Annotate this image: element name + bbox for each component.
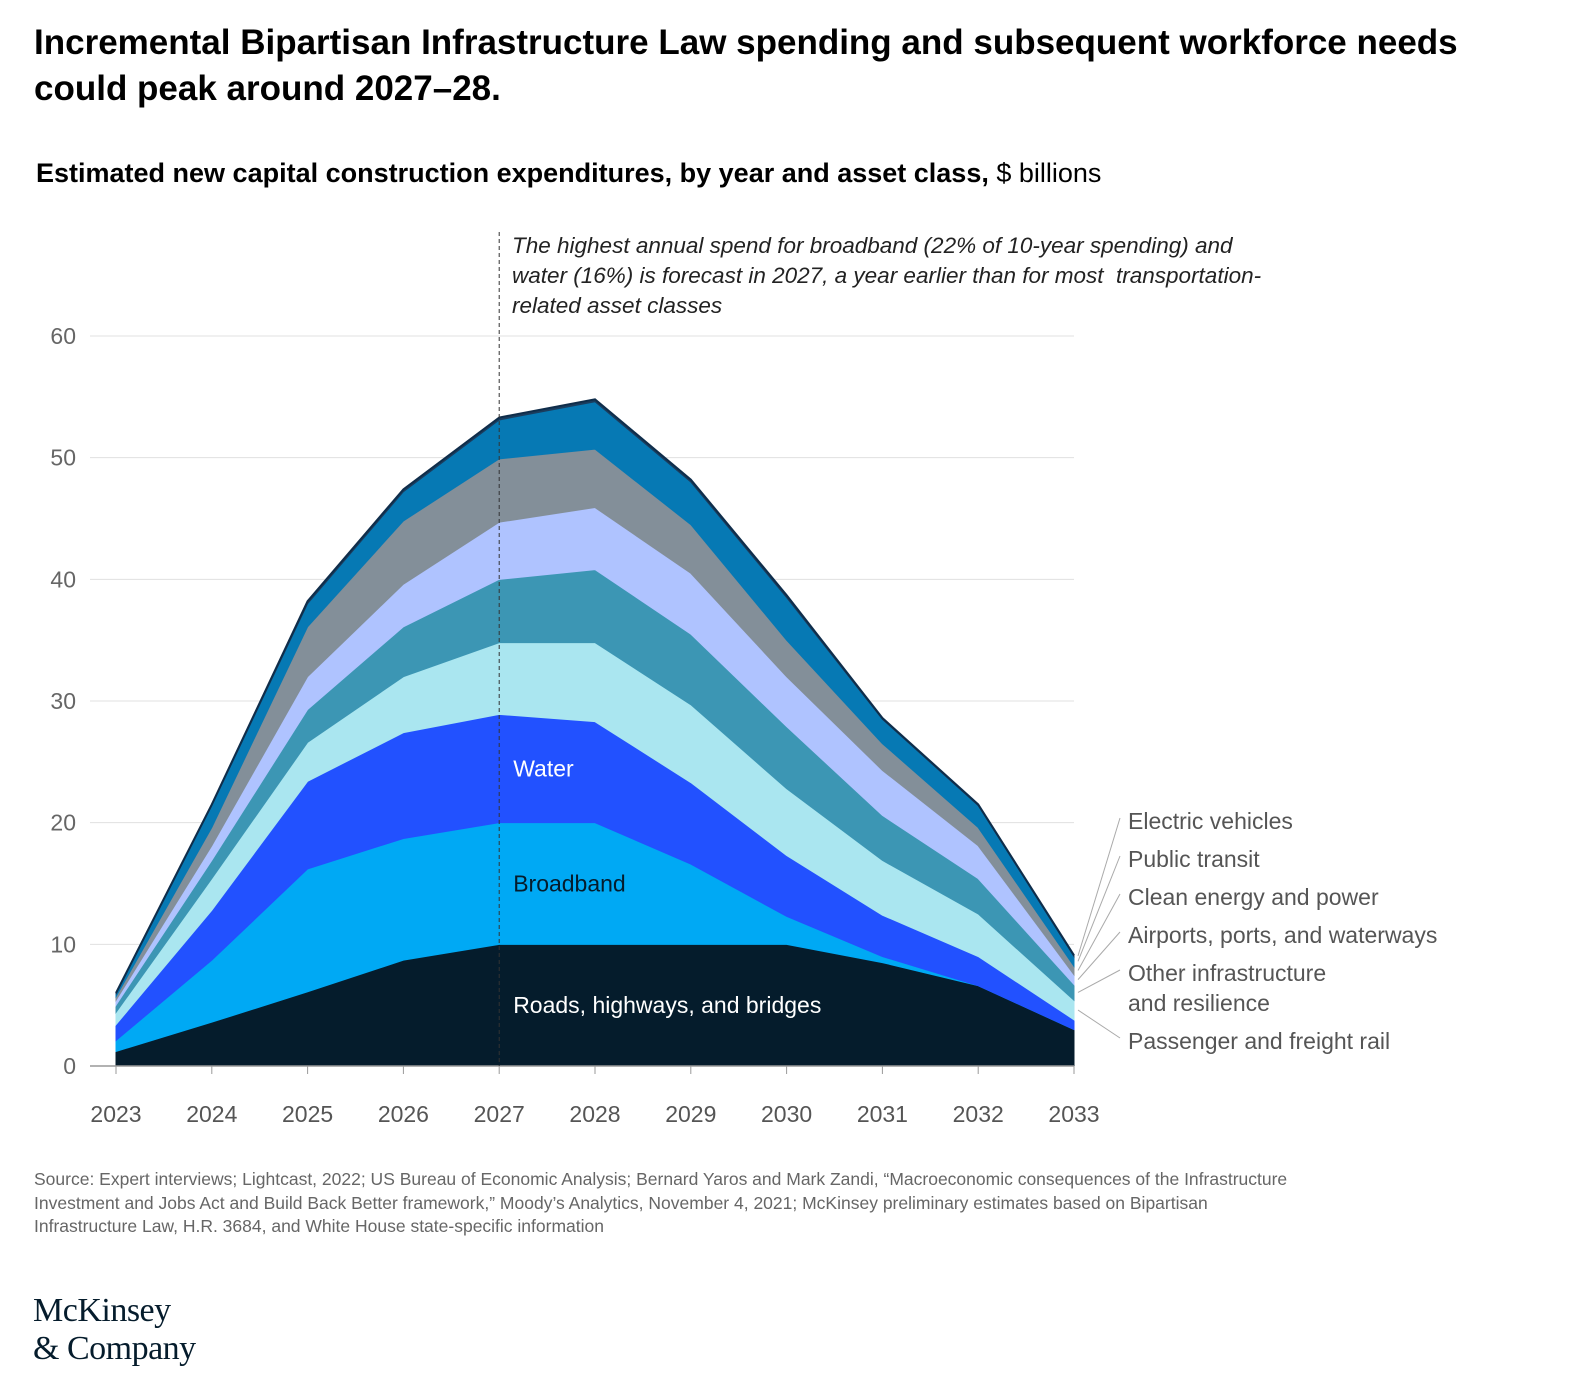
leader-line bbox=[1077, 855, 1121, 962]
annotation: The highest annual spend for broadband (… bbox=[512, 231, 1261, 321]
legend-label: Passenger and freight rail bbox=[1128, 1028, 1391, 1054]
logo-line: McKinsey bbox=[33, 1292, 171, 1329]
subtitle-row: Estimated new capital construction expen… bbox=[36, 158, 1101, 189]
legend-label: Other infrastructure and resilience bbox=[1128, 960, 1327, 1016]
annotation-line: related asset classes bbox=[512, 293, 723, 318]
x-tick-label: 2024 bbox=[186, 1101, 237, 1127]
unit: $ billions bbox=[996, 158, 1102, 188]
y-tick-label: 30 bbox=[50, 688, 76, 714]
source-line: Investment and Jobs Act and Build Back B… bbox=[34, 1192, 1208, 1213]
legend-label: Clean energy and power bbox=[1128, 884, 1379, 910]
leader-line bbox=[1077, 817, 1121, 957]
y-tick-label: 10 bbox=[50, 931, 76, 957]
subtitle: Estimated new capital construction expen… bbox=[36, 158, 989, 188]
y-tick-label: 0 bbox=[63, 1053, 76, 1079]
x-tick-label: 2025 bbox=[282, 1101, 333, 1127]
x-tick-label: 2023 bbox=[90, 1101, 141, 1127]
source-line: Infrastructure Law, H.R. 3684, and White… bbox=[34, 1216, 604, 1236]
y-tick-label: 20 bbox=[50, 810, 76, 836]
area-label: Broadband bbox=[513, 871, 626, 897]
legend-label: Airports, ports, and waterways bbox=[1128, 922, 1438, 948]
leader-line bbox=[1077, 969, 1121, 993]
source-line: Source: Expert interviews; Lightcast, 20… bbox=[34, 1169, 1288, 1189]
title: Incremental Bipartisan Infrastructure La… bbox=[34, 23, 1458, 108]
x-tick-label: 2031 bbox=[857, 1101, 908, 1127]
area-label: Water bbox=[513, 756, 574, 782]
annotation-line: water (16%) is forecast in 2027, a year … bbox=[512, 263, 1262, 288]
source: Source: Expert interviews; Lightcast, 20… bbox=[34, 1168, 1287, 1239]
annotation-line: The highest annual spend for broadband (… bbox=[512, 233, 1233, 258]
x-tick-label: 2033 bbox=[1048, 1101, 1099, 1127]
x-tick-label: 2029 bbox=[665, 1101, 716, 1127]
logo-line: & Company bbox=[33, 1330, 196, 1367]
y-tick-label: 60 bbox=[50, 323, 76, 349]
legend-label: Electric vehicles bbox=[1128, 808, 1293, 834]
leader-line bbox=[1077, 1009, 1121, 1039]
y-tick-label: 40 bbox=[50, 566, 76, 592]
y-tick-label: 50 bbox=[50, 445, 76, 471]
x-tick-label: 2026 bbox=[378, 1101, 429, 1127]
area-label: Roads, highways, and bridges bbox=[513, 992, 821, 1018]
x-tick-label: 2027 bbox=[474, 1101, 525, 1127]
x-tick-label: 2028 bbox=[569, 1101, 620, 1127]
legend-label: Public transit bbox=[1128, 846, 1260, 872]
leader-line bbox=[1077, 893, 1121, 971]
x-tick-label: 2032 bbox=[953, 1101, 1004, 1127]
leader-line bbox=[1077, 931, 1121, 980]
x-tick-label: 2030 bbox=[761, 1101, 812, 1127]
top-outline bbox=[115, 398, 1075, 994]
logo: McKinsey & Company bbox=[33, 1292, 196, 1368]
